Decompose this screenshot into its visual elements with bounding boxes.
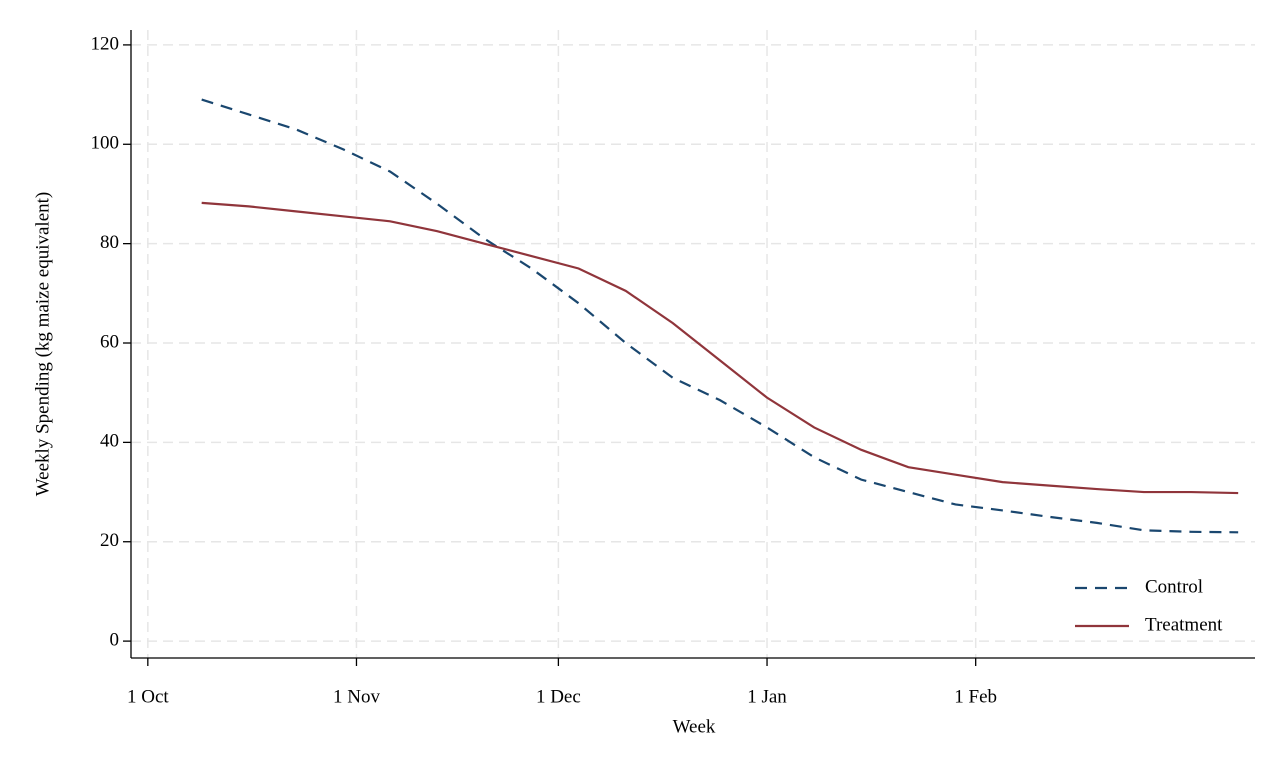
- y-tick-label: 80: [100, 232, 119, 253]
- legend-label: Control: [1145, 576, 1203, 597]
- y-tick-label: 120: [91, 33, 120, 54]
- y-tick-label: 40: [100, 431, 119, 452]
- x-tick-label: 1 Nov: [333, 686, 380, 707]
- x-tick-label: 1 Dec: [536, 686, 581, 707]
- x-tick-label: 1 Jan: [747, 686, 787, 707]
- y-tick-label: 0: [110, 629, 120, 650]
- x-axis-label: Week: [673, 716, 716, 737]
- y-tick-label: 20: [100, 530, 119, 551]
- line-series: [201, 201, 1239, 495]
- y-tick-label: 100: [91, 133, 120, 154]
- line-series: [201, 98, 1239, 534]
- y-axis-label: Weekly Spending (kg maize equivalent): [32, 192, 53, 496]
- y-tick-label: 60: [100, 331, 119, 352]
- x-tick-label: 1 Feb: [954, 686, 997, 707]
- legend-label: Treatment: [1145, 614, 1223, 635]
- x-tick-label: 1 Oct: [127, 686, 169, 707]
